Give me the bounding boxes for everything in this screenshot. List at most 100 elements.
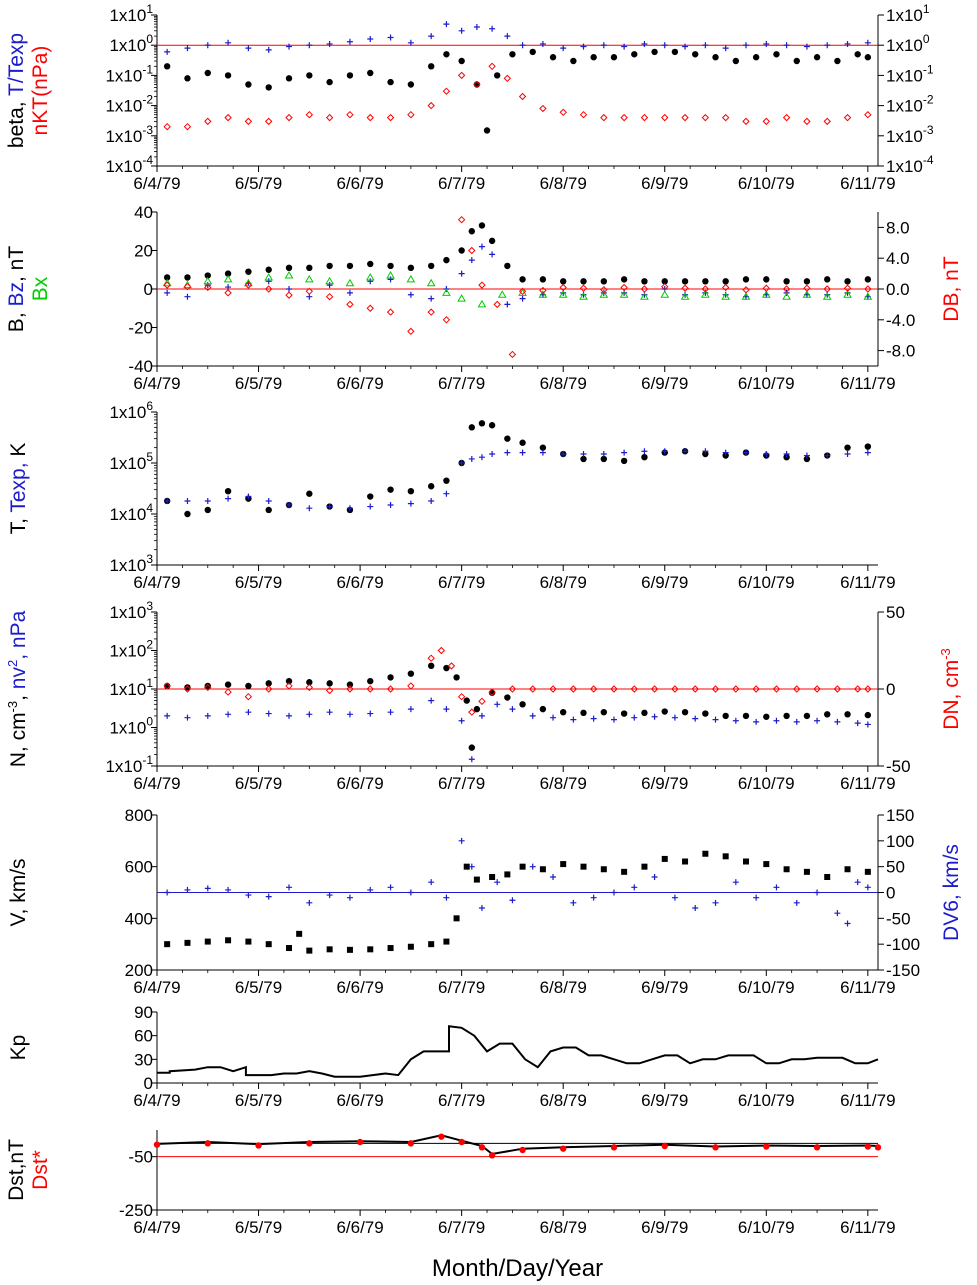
y2-axis-title-part: DB, nT [940, 256, 963, 322]
data-point [590, 715, 597, 722]
data-point [671, 48, 679, 56]
data-point [478, 454, 485, 461]
data-point [285, 682, 293, 690]
x-tick-label: 6/5/79 [235, 374, 282, 393]
data-point [640, 292, 649, 300]
data-point [763, 451, 770, 458]
data-point [702, 850, 709, 857]
data-point [824, 711, 831, 718]
y-tick-label: 1x102 [109, 638, 153, 661]
data-point [539, 705, 547, 713]
data-point [387, 709, 394, 716]
data-point [478, 222, 486, 229]
data-point [630, 685, 638, 693]
series-v [164, 850, 871, 954]
data-point [326, 503, 333, 510]
data-point [763, 861, 770, 868]
x-tick-label: 6/6/79 [336, 573, 383, 592]
data-point [580, 709, 587, 717]
data-point [265, 893, 272, 900]
data-point [265, 941, 272, 948]
data-point [853, 685, 862, 693]
y2-axis-title-part: -3 [938, 648, 953, 660]
y-tick-label: 1x10-4 [105, 153, 153, 176]
data-point [478, 1144, 486, 1151]
data-point [365, 272, 375, 281]
data-point [864, 884, 871, 891]
data-point [631, 51, 638, 58]
x-tick-label: 6/10/79 [738, 978, 795, 997]
y-tick-label: 1x10-1 [105, 753, 153, 776]
data-point [753, 718, 760, 725]
data-point [721, 292, 731, 300]
x-tick-label: 6/5/79 [235, 174, 282, 193]
y-axis-title: beta, T/Texp [5, 33, 28, 148]
data-point [742, 42, 749, 49]
y-axis-title-part: -3 [5, 701, 20, 713]
data-point [661, 855, 668, 862]
data-point [306, 679, 313, 686]
y-axis-title: Kp [7, 1035, 30, 1061]
data-point [286, 712, 293, 719]
x-tick-label: 6/9/79 [641, 774, 688, 793]
panel-bfield: -40 -20 0 20 40 -8.0 -4.0 0.0 4.0 8.0 6/4/79 6/5/79… [5, 203, 963, 393]
data-point [184, 497, 191, 504]
x-tick-label: 6/4/79 [133, 1218, 180, 1237]
y2-tick-label: -150 [886, 961, 920, 980]
data-point [468, 228, 476, 235]
data-point [442, 87, 451, 95]
data-point [244, 281, 253, 289]
data-point [569, 685, 578, 693]
data-point [504, 449, 511, 456]
data-point [473, 24, 480, 31]
data-point [508, 350, 517, 359]
x-tick-label: 6/8/79 [540, 1091, 587, 1110]
data-point [453, 915, 460, 922]
data-point [306, 42, 313, 49]
data-point [681, 708, 689, 716]
data-point [204, 497, 211, 504]
data-point [519, 439, 526, 446]
data-point [153, 1141, 161, 1148]
data-point [477, 299, 487, 308]
data-point [478, 281, 486, 289]
data-point [457, 692, 466, 701]
data-point [367, 946, 374, 953]
data-point [387, 486, 394, 493]
data-point [834, 57, 841, 65]
data-point [651, 48, 658, 56]
data-point [864, 276, 872, 283]
y-axis-title-2-part: nKT(nPa) [29, 46, 52, 136]
data-point [427, 308, 435, 316]
data-point [367, 886, 374, 893]
data-point [539, 276, 547, 283]
data-point [225, 711, 232, 718]
data-point [650, 685, 659, 693]
data-point [763, 1143, 770, 1150]
data-point [519, 295, 526, 302]
data-point [783, 712, 790, 720]
data-point [722, 278, 729, 285]
data-point [529, 48, 536, 56]
data-point [600, 866, 607, 873]
data-point [539, 444, 547, 451]
data-point [864, 721, 871, 728]
data-point [682, 43, 689, 50]
data-point [204, 42, 211, 49]
data-point [458, 57, 465, 65]
data-point [346, 894, 353, 901]
y2-tick-label: 1x100 [886, 32, 930, 55]
data-point [661, 113, 669, 122]
data-point [494, 701, 501, 708]
data-point [386, 271, 395, 279]
data-point [844, 451, 851, 458]
data-point [463, 863, 470, 870]
x-tick-label: 6/7/79 [438, 1091, 485, 1110]
data-point [529, 685, 537, 693]
data-point [620, 283, 628, 292]
data-point [671, 894, 678, 901]
data-point [701, 113, 710, 122]
data-point [407, 682, 415, 690]
y-axis-title-part: Texp, [7, 457, 30, 513]
series-bz [164, 243, 871, 308]
